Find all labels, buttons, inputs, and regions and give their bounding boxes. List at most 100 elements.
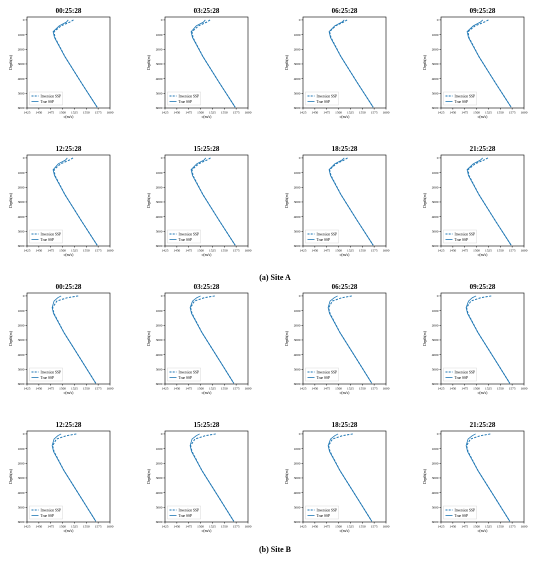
x-tick-label-site0-panel4-1600: 1600 bbox=[107, 249, 114, 253]
y-axis-label-site0-panel7: Depth(m) bbox=[423, 192, 427, 207]
x-tick-label-site1-panel5-1425: 1425 bbox=[162, 525, 169, 529]
panel-title-site0-panel5: 15:25:28 bbox=[194, 145, 220, 153]
y-tick-label-site1-panel5-5000: 5000 bbox=[156, 506, 163, 510]
x-tick-label-site1-panel5-1475: 1475 bbox=[185, 525, 192, 529]
y-tick-label-site0-panel1-0: 0 bbox=[161, 18, 163, 22]
y-tick-label-site1-panel6-5000: 5000 bbox=[294, 506, 301, 510]
series-line-site0-panel3-1 bbox=[466, 19, 512, 108]
y-tick-label-site1-panel3-2000: 2000 bbox=[432, 323, 439, 327]
x-tick-label-site0-panel5-1475: 1475 bbox=[185, 249, 192, 253]
panel-title-site0-panel0: 00:25:28 bbox=[56, 7, 82, 15]
legend-label-site0-panel3-1: True SSP bbox=[455, 100, 469, 104]
series-line-site0-panel5-1 bbox=[190, 157, 236, 246]
panel-title-site0-panel4: 12:25:28 bbox=[56, 145, 82, 153]
plot-frame-site0-panel4 bbox=[26, 154, 111, 247]
y-tick-label-site1-panel7-1000: 1000 bbox=[432, 447, 439, 451]
x-tick-label-site1-panel1-1575: 1575 bbox=[233, 387, 240, 391]
legend-label-site1-panel4-0: Inversion SSP bbox=[41, 508, 61, 512]
y-tick-label-site0-panel5-4000: 4000 bbox=[156, 215, 163, 219]
x-tick-label-site0-panel2-1425: 1425 bbox=[300, 111, 307, 115]
x-tick-label-site0-panel1-1450: 1450 bbox=[173, 111, 180, 115]
x-tick-label-site1-panel5-1525: 1525 bbox=[209, 525, 216, 529]
x-tick-label-site1-panel4-1475: 1475 bbox=[47, 525, 54, 529]
y-tick-label-site0-panel2-4000: 4000 bbox=[294, 77, 301, 81]
x-tick-label-site1-panel7-1525: 1525 bbox=[485, 525, 492, 529]
panel-title-site1-panel4: 12:25:28 bbox=[56, 421, 82, 429]
x-tick-label-site0-panel5-1500: 1500 bbox=[197, 249, 204, 253]
y-tick-label-site0-panel1-6000: 6000 bbox=[156, 106, 163, 110]
x-tick-label-site1-panel6-1550: 1550 bbox=[359, 525, 366, 529]
y-tick-label-site0-panel3-2000: 2000 bbox=[432, 47, 439, 51]
x-axis-label-site0-panel2: c(m/s) bbox=[340, 115, 350, 119]
x-tick-label-site0-panel0-1550: 1550 bbox=[83, 111, 90, 115]
y-tick-label-site1-panel6-3000: 3000 bbox=[294, 476, 301, 480]
x-axis-label-site1-panel3: c(m/s) bbox=[478, 391, 488, 395]
x-tick-label-site1-panel1-1425: 1425 bbox=[162, 387, 169, 391]
x-tick-label-site1-panel1-1450: 1450 bbox=[173, 387, 180, 391]
y-tick-label-site0-panel7-6000: 6000 bbox=[432, 244, 439, 248]
series-line-site1-panel0-1 bbox=[51, 295, 97, 384]
x-tick-label-site0-panel0-1475: 1475 bbox=[47, 111, 54, 115]
y-tick-label-site0-panel2-0: 0 bbox=[299, 18, 301, 22]
x-tick-label-site0-panel2-1525: 1525 bbox=[347, 111, 354, 115]
y-tick-label-site0-panel2-2000: 2000 bbox=[294, 47, 301, 51]
y-tick-label-site0-panel5-6000: 6000 bbox=[156, 244, 163, 248]
x-tick-label-site1-panel7-1600: 1600 bbox=[521, 525, 528, 529]
y-tick-label-site1-panel7-6000: 6000 bbox=[432, 520, 439, 524]
x-tick-label-site0-panel6-1425: 1425 bbox=[300, 249, 307, 253]
x-tick-label-site0-panel4-1425: 1425 bbox=[24, 249, 31, 253]
x-tick-label-site1-panel7-1500: 1500 bbox=[473, 525, 480, 529]
panel-title-site1-panel5: 15:25:28 bbox=[194, 421, 220, 429]
y-tick-label-site1-panel0-1000: 1000 bbox=[18, 309, 25, 313]
y-tick-label-site1-panel5-3000: 3000 bbox=[156, 476, 163, 480]
x-tick-label-site1-panel4-1575: 1575 bbox=[95, 525, 102, 529]
caption-site-b: (b) Site B bbox=[259, 545, 291, 554]
x-tick-label-site1-panel0-1600: 1600 bbox=[107, 387, 114, 391]
x-axis-label-site1-panel6: c(m/s) bbox=[340, 529, 350, 533]
caption-site-a: (a) Site A bbox=[259, 273, 291, 282]
x-tick-label-site0-panel2-1600: 1600 bbox=[383, 111, 390, 115]
series-line-site0-panel7-1 bbox=[466, 157, 512, 246]
series-line-site0-panel2-0 bbox=[329, 19, 374, 108]
y-tick-label-site0-panel4-1000: 1000 bbox=[18, 171, 25, 175]
panel-title-site1-panel2: 06:25:28 bbox=[332, 283, 358, 291]
y-tick-label-site0-panel3-5000: 5000 bbox=[432, 92, 439, 96]
x-tick-label-site1-panel6-1525: 1525 bbox=[347, 525, 354, 529]
y-tick-label-site0-panel0-2000: 2000 bbox=[18, 47, 25, 51]
y-tick-label-site0-panel0-0: 0 bbox=[23, 18, 25, 22]
y-tick-label-site0-panel5-5000: 5000 bbox=[156, 230, 163, 234]
y-tick-label-site1-panel0-6000: 6000 bbox=[18, 382, 25, 386]
legend-label-site0-panel6-0: Inversion SSP bbox=[317, 232, 337, 236]
legend-label-site1-panel5-0: Inversion SSP bbox=[179, 508, 199, 512]
x-tick-label-site1-panel2-1425: 1425 bbox=[300, 387, 307, 391]
plot-frame-site1-panel6 bbox=[302, 430, 387, 523]
x-tick-label-site0-panel6-1500: 1500 bbox=[335, 249, 342, 253]
x-tick-label-site0-panel0-1425: 1425 bbox=[24, 111, 31, 115]
y-tick-label-site0-panel5-2000: 2000 bbox=[156, 185, 163, 189]
x-tick-label-site1-panel6-1425: 1425 bbox=[300, 525, 307, 529]
y-axis-label-site1-panel7: Depth(m) bbox=[423, 468, 427, 483]
y-tick-label-site1-panel5-6000: 6000 bbox=[156, 520, 163, 524]
panel-title-site0-panel2: 06:25:28 bbox=[332, 7, 358, 15]
x-axis-label-site0-panel4: c(m/s) bbox=[64, 253, 74, 257]
y-tick-label-site0-panel6-4000: 4000 bbox=[294, 215, 301, 219]
y-tick-label-site1-panel6-1000: 1000 bbox=[294, 447, 301, 451]
x-tick-label-site0-panel1-1525: 1525 bbox=[209, 111, 216, 115]
y-axis-label-site0-panel3: Depth(m) bbox=[423, 54, 427, 69]
x-tick-label-site0-panel5-1600: 1600 bbox=[245, 249, 252, 253]
y-tick-label-site1-panel6-6000: 6000 bbox=[294, 520, 301, 524]
y-tick-label-site1-panel1-3000: 3000 bbox=[156, 338, 163, 342]
series-line-site0-panel1-0 bbox=[191, 19, 236, 108]
series-line-site0-panel2-1 bbox=[328, 19, 374, 108]
x-tick-label-site1-panel2-1525: 1525 bbox=[347, 387, 354, 391]
series-line-site1-panel7-1 bbox=[465, 433, 511, 522]
y-axis-label-site1-panel6: Depth(m) bbox=[285, 468, 289, 483]
x-tick-label-site1-panel0-1525: 1525 bbox=[71, 387, 78, 391]
y-tick-label-site1-panel1-2000: 2000 bbox=[156, 323, 163, 327]
y-tick-label-site0-panel5-3000: 3000 bbox=[156, 200, 163, 204]
series-line-site1-panel2-1 bbox=[327, 295, 373, 384]
legend-label-site0-panel4-0: Inversion SSP bbox=[41, 232, 61, 236]
x-axis-label-site1-panel7: c(m/s) bbox=[478, 529, 488, 533]
panel-title-site0-panel6: 18:25:28 bbox=[332, 145, 358, 153]
